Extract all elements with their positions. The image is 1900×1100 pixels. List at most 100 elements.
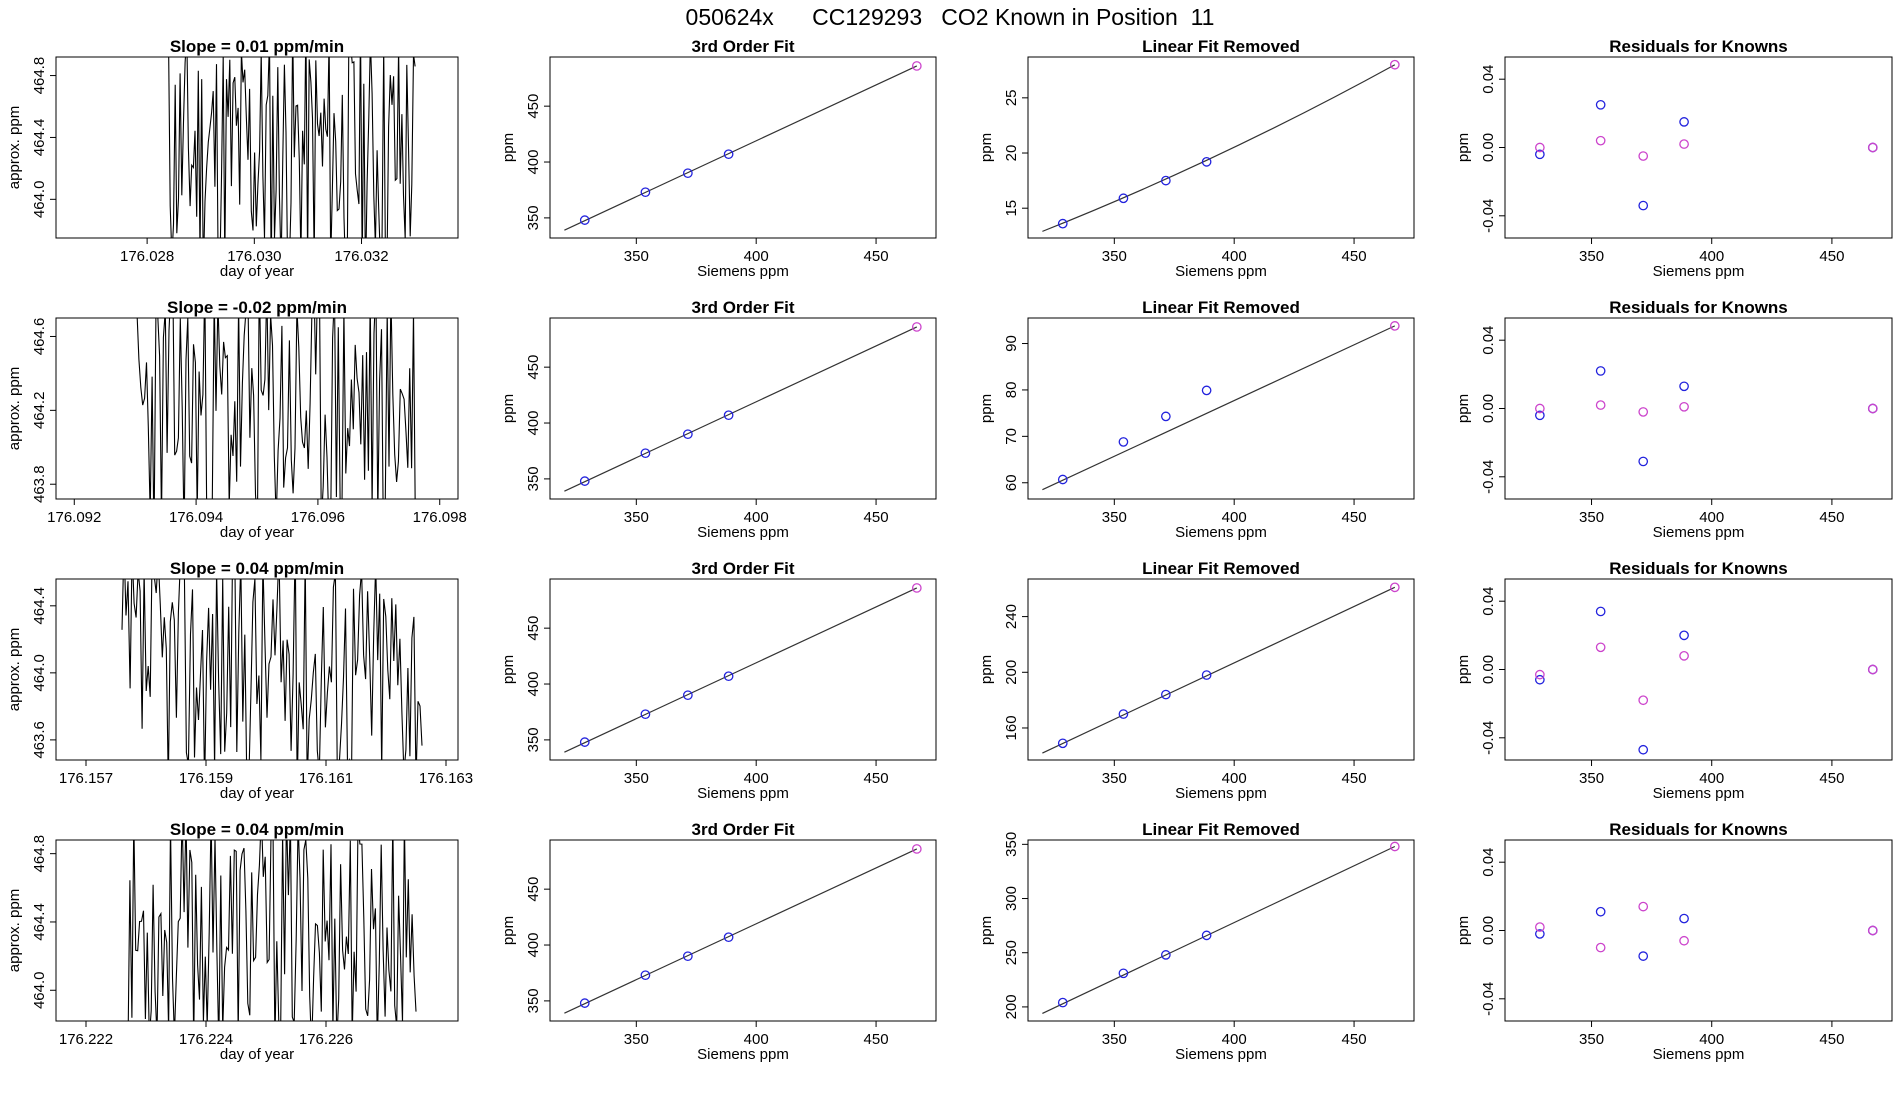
- y-tick-label: -0.04: [1480, 721, 1497, 755]
- y-tick-label: 464.4: [31, 119, 48, 157]
- y-tick-label: 350: [525, 727, 542, 752]
- data-point-blue: [579, 737, 590, 747]
- y-tick-label: 464.4: [31, 903, 48, 941]
- x-axis-label: Siemens ppm: [1175, 524, 1267, 541]
- data-point-blue: [1201, 385, 1212, 396]
- x-axis-label: day of year: [220, 263, 294, 280]
- fit-line: [1042, 845, 1396, 1014]
- data-point-blue: [1118, 968, 1129, 979]
- plot-area: [1535, 606, 1878, 755]
- x-tick-label: 400: [744, 248, 769, 265]
- data-point-blue: [1679, 630, 1689, 641]
- y-tick-label: 400: [525, 150, 542, 175]
- chart-panel-r1-c2: 3rd Order Fit 350 400 450 350 400 450 Siemens p…: [500, 37, 937, 280]
- x-tick-label: 400: [1699, 509, 1724, 526]
- x-axis-label: day of year: [220, 524, 294, 541]
- x-tick-label: 450: [1819, 509, 1844, 526]
- x-tick-label: 400: [1222, 509, 1247, 526]
- fit-curve: [1042, 64, 1396, 232]
- x-tick-label: 450: [1342, 1031, 1367, 1048]
- plot-area: [1535, 99, 1878, 211]
- y-tick-label: 464.8: [31, 57, 48, 95]
- x-tick-label: 400: [744, 1031, 769, 1048]
- data-point-blue: [1057, 997, 1068, 1008]
- chart-title: 3rd Order Fit: [692, 37, 795, 56]
- y-tick-label: 240: [1003, 604, 1020, 629]
- x-tick-label: 350: [1102, 1031, 1127, 1048]
- data-point-blue: [1118, 709, 1129, 719]
- data-point-blue: [1595, 366, 1606, 376]
- data-point-magenta: [1867, 664, 1878, 675]
- data-series-line: [168, 57, 416, 238]
- y-tick-label: 90: [1003, 335, 1020, 352]
- plot-frame: [55, 839, 459, 1022]
- x-tick-label: 350: [1579, 770, 1604, 787]
- x-tick-label: 176.222: [59, 1031, 113, 1048]
- data-point-blue: [1118, 193, 1129, 204]
- plot-frame: [1504, 578, 1893, 761]
- data-point-magenta: [1867, 403, 1878, 414]
- y-axis-label: ppm: [1455, 655, 1472, 684]
- x-axis-label: Siemens ppm: [1653, 1046, 1745, 1063]
- x-tick-label: 450: [864, 1031, 889, 1048]
- plot-area: [564, 844, 922, 1014]
- y-axis-label: approx. ppm: [6, 628, 23, 711]
- y-axis-label: ppm: [978, 916, 995, 945]
- y-tick-label: 0.00: [1480, 133, 1497, 162]
- x-tick-label: 400: [1222, 770, 1247, 787]
- y-tick-label: 0.04: [1480, 848, 1497, 877]
- y-tick-label: 0.00: [1480, 655, 1497, 684]
- data-point-blue: [1638, 744, 1649, 755]
- chart-panel-r1-c1: Slope = 0.01 ppm/min 176.028 176.030 176.03…: [6, 37, 459, 280]
- y-tick-label: 464.8: [31, 835, 48, 873]
- data-point-magenta: [1595, 135, 1606, 146]
- data-point-magenta: [1638, 151, 1649, 161]
- y-tick-label: 464.6: [31, 318, 48, 356]
- data-point-magenta: [1535, 403, 1545, 414]
- y-tick-label: 160: [1003, 715, 1020, 740]
- x-axis-label: Siemens ppm: [697, 785, 789, 802]
- chart-title: Slope = 0.04 ppm/min: [170, 559, 344, 578]
- data-point-blue: [1201, 930, 1212, 941]
- y-tick-label: 0.04: [1480, 326, 1497, 355]
- plot-frame: [549, 56, 937, 239]
- data-point-blue: [1638, 200, 1649, 211]
- data-point-magenta: [1679, 401, 1689, 412]
- data-point-magenta: [1638, 695, 1649, 706]
- chart-title: Slope = 0.01 ppm/min: [170, 37, 344, 56]
- x-tick-label: 176.094: [169, 509, 223, 526]
- data-point-blue: [1679, 381, 1689, 392]
- data-point-blue: [1057, 218, 1068, 229]
- data-point-blue: [640, 709, 651, 720]
- data-point-blue: [640, 970, 651, 981]
- plot-area: [1535, 901, 1878, 961]
- chart-title: 3rd Order Fit: [692, 820, 795, 839]
- y-tick-label: 464.2: [31, 392, 48, 430]
- x-tick-label: 450: [864, 770, 889, 787]
- y-tick-label: -0.04: [1480, 460, 1497, 494]
- y-tick-label: 0.00: [1480, 394, 1497, 423]
- data-point-blue: [579, 476, 590, 486]
- data-point-blue: [1161, 689, 1171, 700]
- x-tick-label: 176.226: [299, 1031, 353, 1048]
- plot-area: [121, 579, 423, 760]
- data-point-blue: [683, 168, 693, 179]
- plot-area: [1535, 366, 1878, 467]
- data-point-magenta: [911, 844, 922, 854]
- data-point-blue: [1161, 411, 1171, 422]
- x-tick-label: 450: [1819, 248, 1844, 265]
- data-point-blue: [723, 671, 734, 682]
- y-tick-label: 350: [1003, 832, 1020, 857]
- chart-panel-r2-c2: 3rd Order Fit 350 400 450 350 400 450 Siemens p…: [500, 298, 937, 541]
- data-point-magenta: [1389, 59, 1400, 70]
- data-point-magenta: [1867, 925, 1878, 936]
- chart-title: Linear Fit Removed: [1142, 820, 1300, 839]
- y-tick-label: 464.0: [31, 181, 48, 219]
- y-axis-label: approx. ppm: [6, 367, 23, 450]
- data-point-blue: [723, 410, 734, 421]
- data-point-blue: [1118, 437, 1129, 447]
- plot-area: [1042, 841, 1400, 1014]
- chart-panel-r4-c3: Linear Fit Removed 350 400 450 200 250 300 350 S…: [978, 820, 1415, 1063]
- x-tick-label: 350: [624, 1031, 649, 1048]
- x-tick-label: 350: [1102, 248, 1127, 265]
